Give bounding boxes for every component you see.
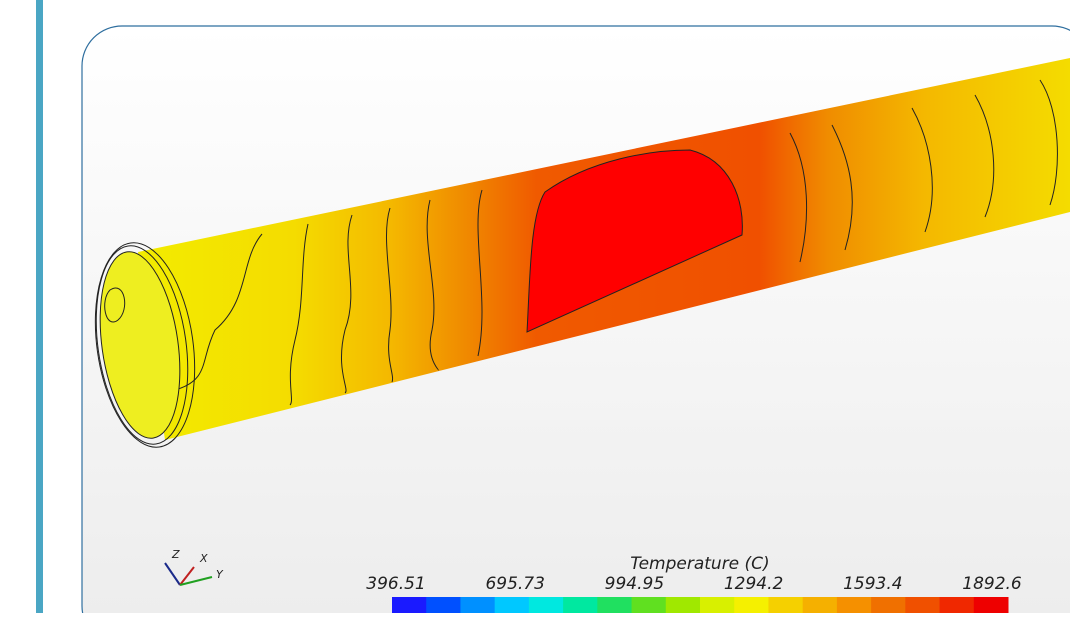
colorbar-segment [563,597,598,613]
colorbar-segment [905,597,940,613]
colorbar-segment [871,597,906,613]
colorbar-tick-label: 695.73 [485,574,544,594]
colorbar-segment [837,597,872,613]
colorbar-segment [460,597,495,613]
colorbar-tick-label: 1892.6 [962,574,1022,594]
colorbar-segment [803,597,838,613]
axis-label: Z [171,548,180,561]
viewport: Z X Y Temperature (C) 396.51695.73994.95… [0,0,1070,613]
side-bar [36,0,43,613]
colorbar-title: Temperature (C) [630,554,769,574]
colorbar-segment [768,597,803,613]
colorbar-segment [426,597,461,613]
colorbar-segment [529,597,564,613]
colorbar-segment [597,597,632,613]
colorbar-tick-label: 1294.2 [724,574,783,594]
axis-label: X [199,552,208,565]
colorbar-segment [734,597,769,613]
colorbar-segment [974,597,1009,613]
colorbar-segment [666,597,701,613]
colorbar-segment [392,597,427,613]
colorbar-segment [940,597,975,613]
colorbar-segment [632,597,667,613]
colorbar-tick-label: 396.51 [366,574,425,594]
colorbar-segment [700,597,735,613]
colorbar-tick-label: 1593.4 [843,574,902,594]
colorbar-tick-label: 994.95 [605,574,664,594]
colorbar-segment [495,597,530,613]
